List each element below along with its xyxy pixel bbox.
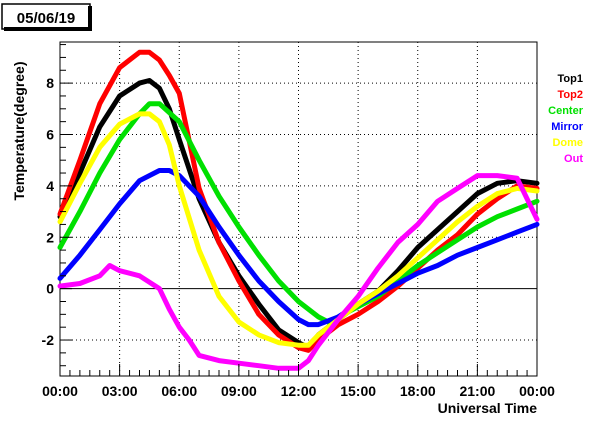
legend-label-dome: Dome (552, 137, 583, 149)
y-axis-title: Temperature(degree) (11, 61, 27, 200)
x-tick-label: 06:00 (161, 383, 197, 399)
y-tick-label: -2 (42, 332, 55, 348)
y-tick-label: 0 (46, 281, 54, 297)
x-tick-label: 21:00 (459, 383, 495, 399)
chart-title: 05/06/19 (17, 10, 75, 27)
legend-label-center: Center (548, 105, 584, 117)
series-line-dome (57, 111, 540, 348)
y-tick-label: 6 (46, 126, 54, 142)
plot-frame (59, 41, 538, 377)
x-tick-label: 18:00 (400, 383, 436, 399)
legend-label-mirror: Mirror (551, 121, 584, 133)
legend-label-out: Out (564, 153, 583, 165)
date-title-box: 05/06/19 (1, 3, 92, 31)
legend-label-top2: Top2 (558, 89, 583, 101)
x-tick-label: 00:00 (519, 383, 555, 399)
series-line-out (57, 173, 540, 371)
x-tick-label: 03:00 (102, 383, 138, 399)
y-tick-label: 2 (46, 229, 54, 245)
x-tick-label: 12:00 (281, 383, 317, 399)
series-line-top1 (57, 78, 540, 351)
x-tick-label: 09:00 (221, 383, 257, 399)
x-axis-title: Universal Time (438, 400, 538, 416)
series-lines (57, 49, 540, 371)
series-line-top2 (57, 49, 540, 353)
x-tick-label: 00:00 (42, 383, 78, 399)
legend-label-top1: Top1 (558, 73, 583, 85)
y-tick-labels: -2 0 2 4 6 8 (42, 75, 55, 348)
x-tick-label: 15:00 (340, 383, 376, 399)
series-line-mirror (57, 168, 540, 328)
x-tick-labels: 00:00 03:00 06:00 09:00 12:00 15:00 18:00 21:00… (42, 383, 555, 399)
y-tick-label: 4 (46, 178, 54, 194)
axis-ticks (59, 44, 538, 376)
legend: Top1 Top2 Center Mirror Dome Out (548, 73, 584, 165)
y-tick-label: 8 (46, 75, 54, 91)
series-line-center (57, 101, 540, 325)
